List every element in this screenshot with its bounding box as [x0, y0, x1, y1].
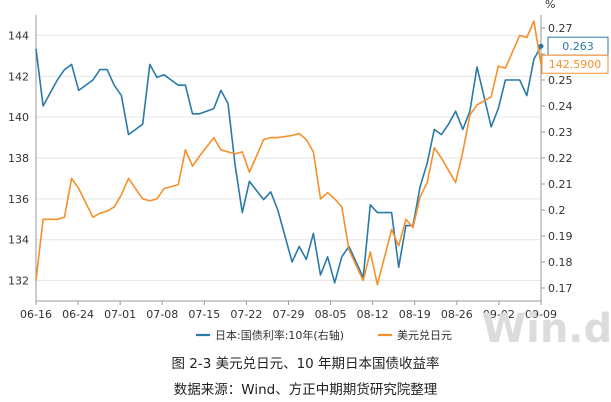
right-tick-label: 0.22	[548, 152, 573, 165]
right-tick-label: 0.27	[548, 22, 573, 35]
x-tick-label: 09-02	[483, 308, 515, 321]
right-tick-label: 0.25	[548, 74, 573, 87]
series-line-2	[35, 20, 542, 286]
x-tick-label: 09-09	[525, 308, 557, 321]
chart-legend: 日本:国债利率:10年(右轴) 美元兑日元	[196, 328, 452, 342]
right-tick-label: 0.19	[548, 230, 573, 243]
left-tick-label: 132	[8, 275, 29, 288]
figure-caption: 图 2-3 美元兑日元、10 年期日本国债收益率	[171, 356, 440, 372]
left-axis-ticks: 132 134 136 138 140 142 144	[8, 29, 29, 287]
x-tick-label: 06-16	[20, 308, 52, 321]
chart-grid	[35, 15, 542, 302]
x-tick-label: 07-08	[146, 308, 178, 321]
chart-lines	[35, 20, 542, 286]
x-tick-label: 07-15	[188, 308, 220, 321]
legend-label-1: 日本:国债利率:10年(右轴)	[215, 328, 344, 342]
x-tick-label: 07-29	[273, 308, 305, 321]
x-axis: 06-16 06-24 07-01 07-08 07-15 07-22 07-29 08-05…	[20, 301, 557, 321]
right-tick-label: 0.21	[548, 178, 573, 191]
right-tick-label: 0.23	[548, 126, 573, 139]
x-tick-label: 06-24	[62, 308, 94, 321]
callout-box-left	[541, 54, 609, 74]
x-tick-label: 08-19	[399, 308, 431, 321]
callout-left-value: 142.5900	[549, 58, 602, 71]
x-tick-label: 08-05	[315, 308, 347, 321]
x-tick-label: 08-26	[441, 308, 473, 321]
legend-label-2: 美元兑日元	[397, 328, 452, 342]
right-axis-unit: %	[545, 0, 555, 11]
right-tick-label: 0.18	[548, 256, 573, 269]
right-tick-label: 0.17	[548, 282, 573, 295]
left-tick-label: 138	[8, 152, 29, 165]
left-tick-label: 134	[8, 234, 29, 247]
watermark: Win.d	[482, 306, 611, 345]
value-callouts: 0.263 142.5900	[538, 36, 609, 74]
left-tick-label: 140	[8, 111, 29, 124]
x-tick-label: 07-22	[230, 308, 262, 321]
x-tick-label: 07-01	[104, 308, 136, 321]
callout-right-value: 0.263	[562, 40, 594, 53]
series-line-1	[35, 45, 542, 284]
callout-dot-right	[538, 43, 544, 49]
chart: 06-16 06-24 07-01 07-08 07-15 07-22 07-29 08-05…	[8, 0, 611, 345]
left-tick-label: 144	[8, 29, 29, 42]
right-tick-label: 0.2	[548, 204, 566, 217]
data-source-caption: 数据来源：Wind、方正中期期货研究院整理	[173, 382, 438, 398]
right-tick-label: 0.24	[548, 100, 573, 113]
left-tick-label: 142	[8, 70, 29, 83]
x-tick-label: 08-12	[357, 308, 389, 321]
right-axis-ticks: 0.170.180.190.20.210.220.230.240.250.260…	[541, 22, 573, 295]
left-tick-label: 136	[8, 193, 29, 206]
